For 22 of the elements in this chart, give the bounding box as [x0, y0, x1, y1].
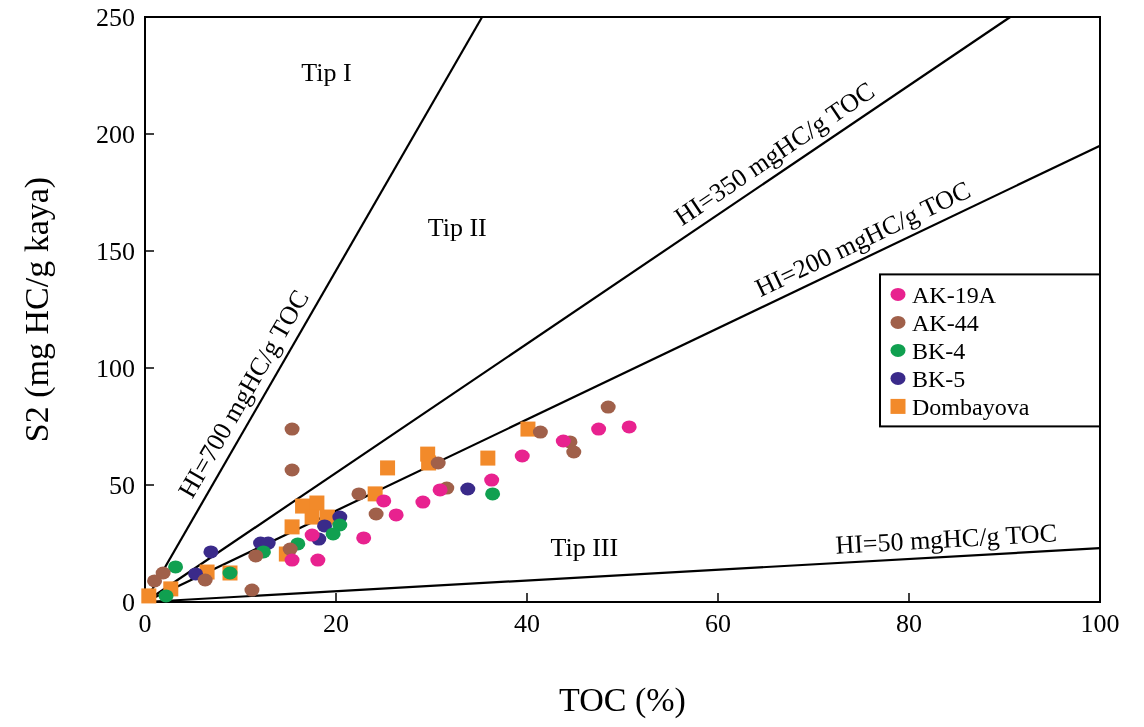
annotation: Tip III: [550, 533, 619, 563]
legend-label: BK-5: [912, 365, 966, 392]
y-tick-label: 50: [109, 471, 135, 501]
legend-label: AK-44: [912, 309, 979, 336]
x-tick-label: 40: [514, 609, 540, 638]
x-tick-label: 20: [323, 609, 349, 638]
annotation: HI=50 mgHC/g TOC: [834, 518, 1058, 560]
y-tick-label: 150: [96, 237, 135, 267]
x-tick-label: 80: [896, 609, 922, 638]
x-tick-label: 100: [1080, 609, 1120, 638]
y-tick-label: 100: [96, 354, 135, 384]
annotation: Tip I: [301, 58, 352, 88]
y-tick-label: 0: [122, 588, 135, 618]
legend-label: Dombayova: [912, 393, 1030, 420]
y-tick-label: 200: [96, 120, 135, 150]
y-axis-title: S2 (mg HC/g kaya): [18, 176, 56, 443]
x-axis-title: TOC (%): [559, 681, 686, 719]
annotation: Tip II: [427, 213, 487, 243]
y-tick-label: 250: [96, 3, 135, 33]
legend-label: BK-4: [912, 337, 966, 364]
legend-label: AK-19A: [912, 281, 997, 308]
x-tick-label: 60: [705, 609, 731, 638]
